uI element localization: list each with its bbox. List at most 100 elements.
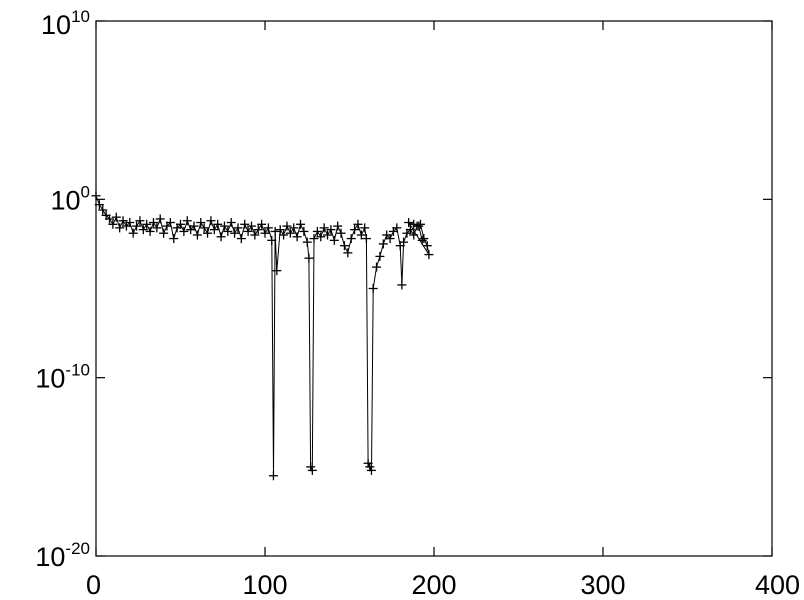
data-point	[404, 218, 414, 228]
data-point	[257, 219, 267, 229]
data-point	[98, 205, 108, 215]
data-point	[282, 221, 292, 231]
data-point	[135, 216, 145, 226]
data-point	[219, 221, 229, 231]
data-point	[285, 228, 295, 238]
data-point	[253, 225, 263, 235]
data-point	[250, 230, 260, 240]
data-point	[145, 226, 155, 236]
y-tick-base: 10	[35, 364, 65, 394]
data-point	[319, 223, 329, 233]
data-point	[350, 225, 360, 235]
data-point	[206, 216, 216, 226]
data-point	[353, 219, 363, 229]
data-point	[405, 225, 415, 235]
y-tick-label: 100	[50, 182, 90, 215]
y-tick-label: 1010	[41, 7, 90, 40]
data-point	[223, 226, 233, 236]
data-point	[356, 230, 366, 240]
data-point	[397, 280, 407, 290]
data-point	[125, 218, 135, 228]
y-tick-base: 10	[50, 185, 80, 215]
data-point	[409, 219, 419, 229]
y-tick-label: 10-10	[35, 361, 90, 394]
data-point	[118, 216, 128, 226]
data-point	[216, 232, 226, 242]
data-point	[267, 235, 277, 245]
data-point	[302, 237, 312, 247]
data-point	[176, 219, 185, 229]
data-point	[192, 230, 202, 240]
plot-frame	[95, 20, 773, 557]
data-point	[105, 214, 115, 224]
data-point	[165, 218, 175, 228]
data-point	[339, 241, 349, 251]
data-point	[233, 223, 243, 233]
data-point	[275, 225, 285, 235]
data-point	[199, 223, 209, 233]
y-tick-label: 10-20	[35, 539, 90, 572]
data-point	[323, 230, 333, 240]
data-point	[236, 234, 246, 244]
data-point	[196, 218, 206, 228]
data-point	[422, 241, 432, 251]
data-point	[263, 223, 273, 233]
data-point	[385, 234, 395, 244]
data-point	[209, 225, 219, 235]
data-point	[329, 235, 339, 245]
series-line	[95, 195, 430, 476]
data-point	[182, 216, 192, 226]
data-point	[289, 223, 299, 233]
data-point	[243, 226, 253, 236]
data-point	[333, 221, 343, 231]
data-point	[336, 228, 346, 238]
x-tick-label: 100	[242, 570, 287, 600]
data-point	[272, 266, 282, 276]
data-point	[417, 235, 427, 245]
data-point	[361, 234, 371, 244]
data-point	[414, 221, 424, 231]
data-point	[268, 471, 278, 481]
data-point	[279, 230, 289, 240]
data-point	[260, 228, 270, 238]
data-point	[304, 253, 314, 263]
data-point	[295, 219, 305, 229]
y-tick-exponent: 0	[81, 182, 90, 201]
x-tick-label: 300	[580, 570, 625, 600]
data-point	[155, 214, 165, 224]
data-point	[246, 221, 256, 231]
data-point	[169, 234, 179, 244]
data-point	[326, 225, 336, 235]
data-point	[309, 234, 319, 244]
data-point	[270, 226, 280, 236]
data-point	[213, 219, 223, 229]
data-point	[111, 212, 121, 222]
data-point	[115, 223, 125, 233]
y-tick-base: 10	[41, 10, 71, 40]
series-layer	[91, 191, 434, 481]
data-point	[226, 218, 236, 228]
data-point	[240, 219, 250, 229]
y-tick-exponent: -20	[65, 539, 90, 558]
data-point	[179, 226, 189, 236]
data-point	[368, 284, 378, 293]
data-point	[424, 250, 434, 260]
data-point	[299, 226, 309, 236]
x-axis: 0 100 200 300 400	[86, 21, 800, 600]
y-tick-exponent: 10	[71, 7, 90, 26]
data-point	[142, 219, 152, 229]
data-point	[419, 234, 429, 244]
data-point	[152, 223, 162, 233]
data-point	[343, 248, 353, 258]
data-point	[138, 225, 148, 235]
x-tick-label: 200	[411, 570, 456, 600]
data-point	[366, 465, 376, 475]
data-point	[148, 218, 158, 228]
data-point	[292, 232, 302, 242]
data-point	[108, 219, 118, 229]
data-point	[91, 191, 101, 201]
data-point	[128, 228, 138, 238]
x-tick-label: 400	[755, 570, 800, 600]
data-point	[94, 200, 104, 210]
